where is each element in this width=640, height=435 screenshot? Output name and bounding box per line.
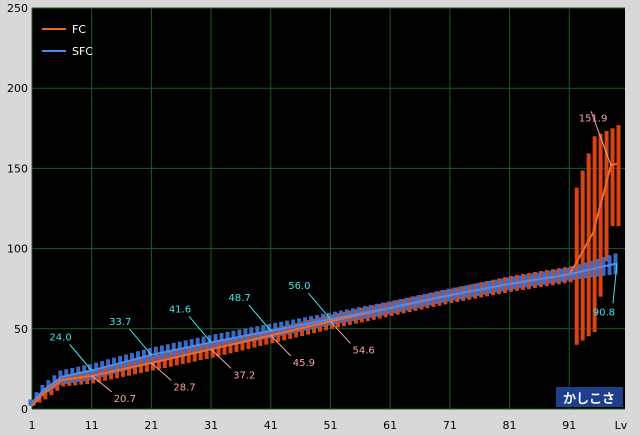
sfc-range-bar bbox=[112, 357, 117, 374]
fc-annotation-leader bbox=[330, 321, 351, 344]
sfc-annotation-label: 56.0 bbox=[288, 281, 310, 292]
sfc-range-bar bbox=[82, 365, 87, 382]
fc-range-bar bbox=[61, 375, 66, 387]
sfc-annotation-leader bbox=[188, 315, 212, 343]
legend-sfc-label: SFC bbox=[72, 45, 93, 58]
fc-range-bar bbox=[55, 379, 60, 391]
y-tick-label: 100 bbox=[7, 243, 28, 256]
sfc-annotation-leader bbox=[248, 304, 272, 332]
watermark-box bbox=[556, 387, 623, 407]
x-axis-label: Lv bbox=[615, 419, 628, 432]
fc-range-bar bbox=[413, 296, 418, 311]
sfc-annotation-label: 24.0 bbox=[49, 333, 71, 344]
fc-range-bar bbox=[49, 383, 54, 396]
fc-range-bar bbox=[425, 293, 430, 309]
fc-range-bar bbox=[616, 125, 621, 227]
fc-annotation-label: 28.7 bbox=[173, 382, 195, 393]
x-tick-label: 11 bbox=[85, 419, 99, 432]
fc-range-bar bbox=[580, 170, 585, 341]
fc-range-bar bbox=[449, 288, 454, 304]
fc-range-bar bbox=[604, 130, 609, 262]
fc-annotation-label: 20.7 bbox=[114, 394, 136, 405]
fc-range-bar bbox=[401, 298, 406, 314]
fc-annotation-label: 45.9 bbox=[293, 358, 315, 369]
x-tick-label: 61 bbox=[383, 419, 397, 432]
y-tick-label: 200 bbox=[7, 82, 28, 95]
fc-range-bar bbox=[431, 292, 436, 307]
sfc-annotation-label: 41.6 bbox=[169, 304, 191, 315]
sfc-annotation-leader bbox=[69, 344, 93, 371]
sfc-annotation-leader bbox=[129, 328, 152, 356]
fc-range-bar bbox=[586, 153, 591, 337]
fc-annotation-leader bbox=[270, 335, 292, 357]
watermark: かしこさ bbox=[556, 387, 623, 407]
sfc-annotation-label: 33.7 bbox=[109, 317, 131, 328]
fc-range-bar bbox=[610, 128, 615, 227]
sfc-range-bar bbox=[106, 359, 111, 376]
annotations: 20.7 28.7 37.2 45.9 54.6 151.9 24.0 33.7 41.6 48.… bbox=[49, 111, 618, 405]
fc-range-bar bbox=[437, 291, 442, 306]
fc-annotation-leader bbox=[590, 111, 612, 166]
x-tick-label: 41 bbox=[264, 419, 278, 432]
legend: FC SFC bbox=[42, 23, 93, 58]
y-tick-label: 50 bbox=[14, 323, 28, 336]
legend-fc-label: FC bbox=[72, 23, 86, 36]
sfc-line bbox=[31, 262, 618, 404]
x-tick-label: 21 bbox=[144, 419, 158, 432]
fc-range-bar bbox=[592, 136, 597, 333]
fc-range-bar bbox=[383, 302, 388, 318]
fc-range-bar bbox=[419, 295, 424, 310]
x-tick-label: 51 bbox=[323, 419, 337, 432]
fc-range-bar bbox=[598, 133, 603, 297]
sfc-annotation-leader bbox=[612, 263, 618, 304]
x-tick-label: 81 bbox=[503, 419, 517, 432]
sfc-annotation-label: 48.7 bbox=[229, 293, 251, 304]
y-tick-label: 250 bbox=[7, 2, 28, 15]
sfc-annotation-label: 90.8 bbox=[593, 307, 615, 318]
fc-line bbox=[31, 162, 618, 407]
fc-range-bar bbox=[407, 297, 412, 313]
x-tick-label: 1 bbox=[29, 419, 36, 432]
fc-annotation-leader bbox=[210, 348, 232, 369]
x-tick-label: 31 bbox=[204, 419, 218, 432]
sfc-range-bar bbox=[100, 360, 105, 377]
fc-range-bar bbox=[574, 187, 579, 345]
fc-range-bar bbox=[443, 289, 448, 305]
fc-range-bar bbox=[389, 301, 394, 316]
fc-range-bar bbox=[43, 388, 48, 400]
plot-area bbox=[32, 8, 625, 409]
x-tick-label: 91 bbox=[562, 419, 576, 432]
y-tick-label: 150 bbox=[7, 162, 28, 175]
series-lines bbox=[31, 162, 618, 407]
fc-annotation-leader bbox=[151, 362, 172, 381]
sfc-range-bar bbox=[88, 364, 93, 381]
x-tick-label: 71 bbox=[443, 419, 457, 432]
watermark-text: かしこさ bbox=[563, 392, 615, 407]
y-tick-label: 0 bbox=[21, 403, 28, 416]
fc-range-bar bbox=[395, 300, 400, 315]
fc-annotation-leader bbox=[91, 375, 113, 393]
fc-annotation-label: 37.2 bbox=[233, 370, 255, 381]
fc-range-bar bbox=[377, 304, 382, 319]
sfc-range-bar bbox=[94, 362, 99, 379]
sfc-range-bar bbox=[28, 399, 33, 406]
fc-annotation-label: 54.6 bbox=[352, 345, 374, 356]
sfc-annotation-leader bbox=[308, 292, 331, 320]
fc-annotation-label: 151.9 bbox=[579, 113, 608, 124]
